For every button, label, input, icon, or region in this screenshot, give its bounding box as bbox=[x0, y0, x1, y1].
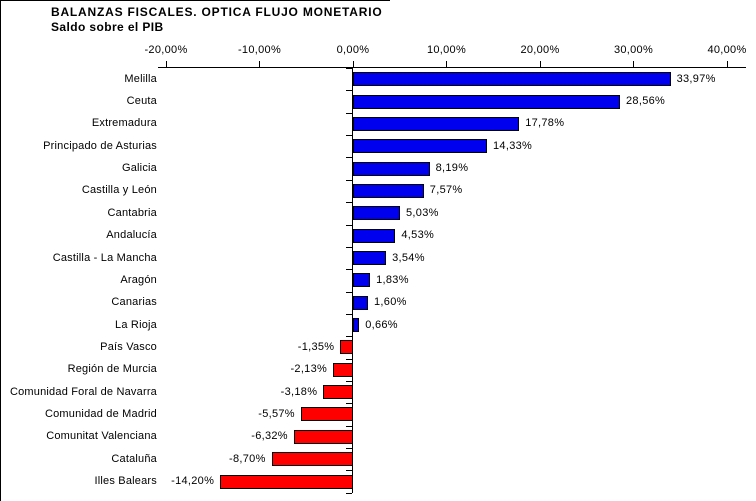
bar-negative bbox=[271, 452, 353, 467]
bar-negative bbox=[220, 474, 353, 489]
category-axis-tick bbox=[346, 112, 352, 114]
bar-positive bbox=[353, 206, 400, 221]
category-axis-tick bbox=[346, 425, 352, 427]
category-label: Cataluña bbox=[111, 452, 157, 465]
value-label: 17,78% bbox=[525, 117, 565, 130]
value-label: -1,35% bbox=[297, 340, 335, 353]
chart-subtitle: Saldo sobre el PIB bbox=[51, 20, 164, 34]
category-axis-tick bbox=[346, 90, 352, 92]
value-label: 1,83% bbox=[376, 273, 409, 286]
bar-positive bbox=[353, 251, 387, 265]
category-label: Comunidad Foral de Navarra bbox=[9, 385, 157, 398]
bar-positive bbox=[353, 183, 424, 198]
value-label: 3,54% bbox=[392, 251, 425, 264]
category-label: Canarias bbox=[111, 296, 157, 309]
x-axis-tick-label: 30,00% bbox=[613, 44, 654, 56]
x-axis-line bbox=[158, 67, 746, 68]
category-label: Comunidad de Madrid bbox=[44, 407, 157, 420]
bar-positive bbox=[353, 161, 430, 176]
x-axis-tick bbox=[726, 61, 728, 68]
category-axis-tick bbox=[346, 313, 352, 315]
category-label: Castilla - La Mancha bbox=[52, 251, 157, 264]
value-label: 1,60% bbox=[374, 296, 407, 309]
value-label: -6,32% bbox=[251, 430, 288, 443]
bar-positive bbox=[353, 94, 620, 109]
value-label: 0,66% bbox=[365, 318, 398, 331]
value-label: -5,57% bbox=[258, 407, 295, 420]
category-axis-tick bbox=[346, 157, 352, 159]
value-label: -3,18% bbox=[280, 385, 318, 398]
category-label: Región de Murcia bbox=[67, 363, 157, 376]
category-label: Cantabria bbox=[107, 206, 157, 219]
category-axis-tick bbox=[346, 291, 352, 293]
category-label: Castilla y León bbox=[81, 184, 157, 197]
x-axis-tick-label: 0,00% bbox=[336, 44, 370, 56]
category-label: País Vasco bbox=[100, 340, 157, 353]
x-axis-tick-label: 40,00% bbox=[707, 44, 747, 56]
category-label: Aragón bbox=[120, 273, 157, 286]
category-label: La Rioja bbox=[115, 318, 157, 331]
value-label: 8,19% bbox=[435, 162, 469, 175]
category-axis-tick bbox=[346, 246, 352, 248]
bar-negative bbox=[333, 362, 353, 377]
bar-positive bbox=[353, 72, 671, 87]
x-axis-tick bbox=[259, 61, 260, 68]
left-border-line bbox=[0, 0, 1, 501]
value-label: 5,03% bbox=[406, 206, 439, 219]
category-axis-tick bbox=[346, 470, 352, 472]
value-label: -2,13% bbox=[290, 363, 328, 376]
x-axis-tick-label: 20,00% bbox=[520, 44, 560, 56]
x-axis-tick bbox=[352, 61, 354, 68]
x-axis-tick-label: -20,00% bbox=[144, 44, 188, 56]
category-axis-line bbox=[352, 68, 353, 493]
bar-positive bbox=[353, 116, 520, 131]
value-label: 4,53% bbox=[401, 229, 435, 242]
top-border-line bbox=[0, 0, 390, 1]
bar-positive bbox=[353, 318, 360, 332]
bar-negative bbox=[340, 340, 353, 355]
category-axis-tick bbox=[346, 358, 352, 360]
category-axis-tick bbox=[346, 403, 352, 405]
bar-negative bbox=[300, 407, 353, 422]
category-label: Melilla bbox=[124, 72, 157, 85]
category-axis-tick bbox=[346, 135, 352, 137]
x-axis-tick bbox=[446, 61, 447, 68]
category-axis-tick bbox=[346, 179, 352, 181]
category-axis-tick bbox=[346, 380, 352, 382]
chart-title: BALANZAS FISCALES. OPTICA FLUJO MONETARI… bbox=[51, 5, 383, 19]
category-axis-tick bbox=[346, 448, 352, 449]
category-label: Ceuta bbox=[126, 95, 157, 107]
category-axis-tick bbox=[346, 202, 352, 204]
bar-positive bbox=[353, 295, 368, 310]
category-label: Andalucía bbox=[106, 229, 157, 242]
value-label: 7,57% bbox=[429, 184, 463, 197]
category-axis-tick bbox=[346, 224, 352, 226]
bar-positive bbox=[353, 273, 371, 288]
category-label: Principado de Asturias bbox=[43, 139, 157, 152]
category-axis-tick bbox=[346, 269, 352, 271]
bar-negative bbox=[323, 385, 353, 400]
value-label: -14,20% bbox=[171, 475, 215, 487]
category-axis-tick bbox=[346, 68, 352, 69]
category-label: Galicia bbox=[121, 162, 157, 175]
x-axis-tick bbox=[633, 61, 634, 68]
value-label: 28,56% bbox=[626, 95, 666, 107]
category-axis-tick bbox=[346, 336, 352, 338]
value-label: 33,97% bbox=[676, 72, 716, 85]
value-label: 14,33% bbox=[493, 139, 533, 152]
x-axis-tick-label: 10,00% bbox=[426, 44, 467, 56]
category-label: Extremadura bbox=[91, 117, 157, 130]
x-axis-tick-label: -10,00% bbox=[237, 44, 282, 56]
category-label: Comunitat Valenciana bbox=[46, 430, 157, 443]
bar-positive bbox=[353, 139, 487, 154]
category-label: Illes Balears bbox=[94, 475, 157, 487]
value-label: -8,70% bbox=[229, 452, 266, 465]
bar-positive bbox=[353, 228, 396, 243]
bar-negative bbox=[293, 429, 353, 444]
category-axis-tick bbox=[346, 492, 352, 494]
x-axis-tick bbox=[539, 61, 541, 68]
x-axis-tick bbox=[165, 61, 167, 68]
